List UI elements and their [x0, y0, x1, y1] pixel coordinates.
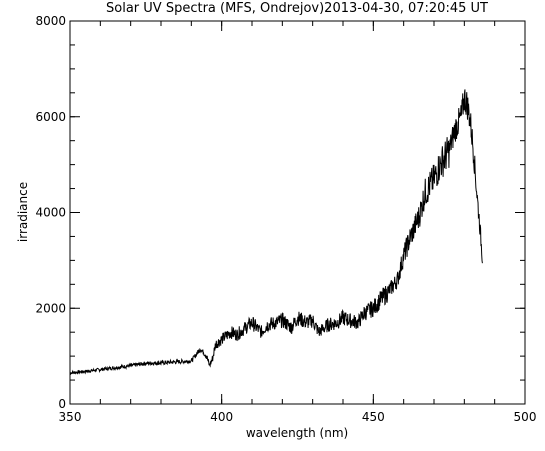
y-tick-label: 6000 [35, 110, 66, 124]
plot-frame [69, 20, 526, 405]
x-tick-label: 450 [362, 410, 385, 424]
chart-title: Solar UV Spectra (MFS, Ondrejov)2013-04-… [106, 1, 488, 16]
y-tick-label: 8000 [35, 14, 66, 28]
x-axis-label: wavelength (nm) [246, 426, 348, 440]
tick-labels: 350 400 450 500 0 2000 4000 6000 8000 [35, 14, 536, 424]
x-tick-label: 350 [59, 410, 82, 424]
x-tick-label: 500 [514, 410, 537, 424]
axis-ticks [69, 20, 526, 405]
y-tick-label: 4000 [35, 206, 66, 220]
y-tick-label: 0 [58, 397, 66, 411]
y-axis-label: irradiance [16, 182, 30, 242]
y-tick-label: 2000 [35, 301, 66, 315]
series-line [69, 89, 483, 376]
x-tick-label: 400 [210, 410, 233, 424]
